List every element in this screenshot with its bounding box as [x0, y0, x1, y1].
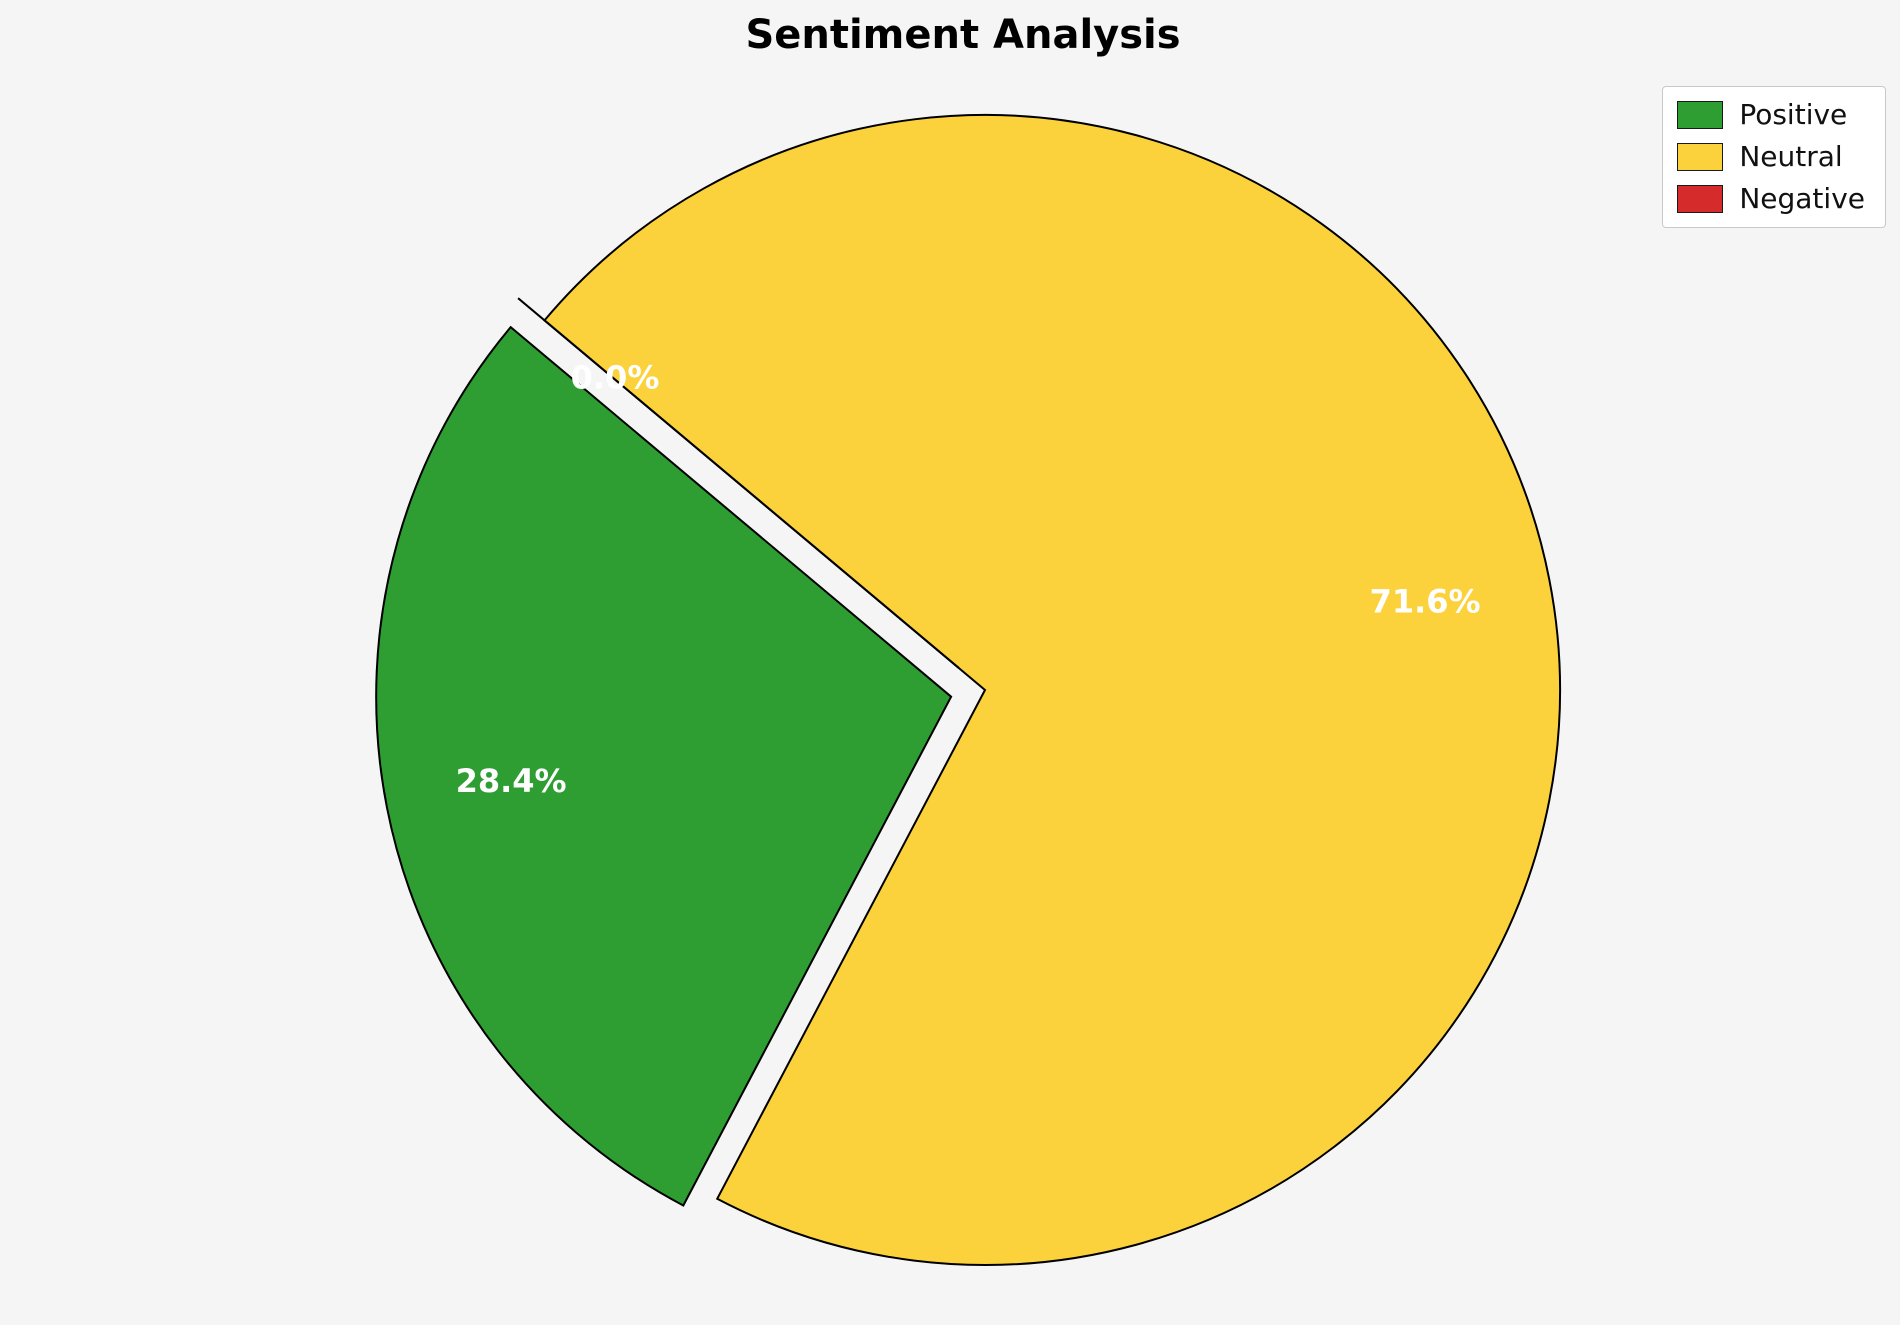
- legend-swatch-negative: [1677, 185, 1724, 213]
- pie-slice-neutral: [543, 113, 1561, 1266]
- percent-label-positive: 28.4%: [456, 762, 567, 800]
- legend-swatch-neutral: [1677, 143, 1724, 171]
- chart-title: Sentiment Analysis: [745, 12, 1181, 58]
- legend-label-negative: Negative: [1739, 182, 1865, 215]
- legend-label-neutral: Neutral: [1739, 140, 1843, 173]
- percent-label-neutral: 71.6%: [1370, 583, 1481, 621]
- percent-label-negative: 0.0%: [571, 359, 660, 397]
- pie-slice-negative: [517, 297, 960, 669]
- legend: Positive Neutral Negative: [1662, 86, 1886, 228]
- pie-slice-positive: [375, 325, 953, 1207]
- legend-item-negative: Negative: [1677, 185, 1865, 213]
- legend-item-neutral: Neutral: [1677, 143, 1865, 171]
- legend-item-positive: Positive: [1677, 101, 1865, 129]
- legend-label-positive: Positive: [1739, 98, 1848, 131]
- legend-swatch-positive: [1677, 101, 1724, 129]
